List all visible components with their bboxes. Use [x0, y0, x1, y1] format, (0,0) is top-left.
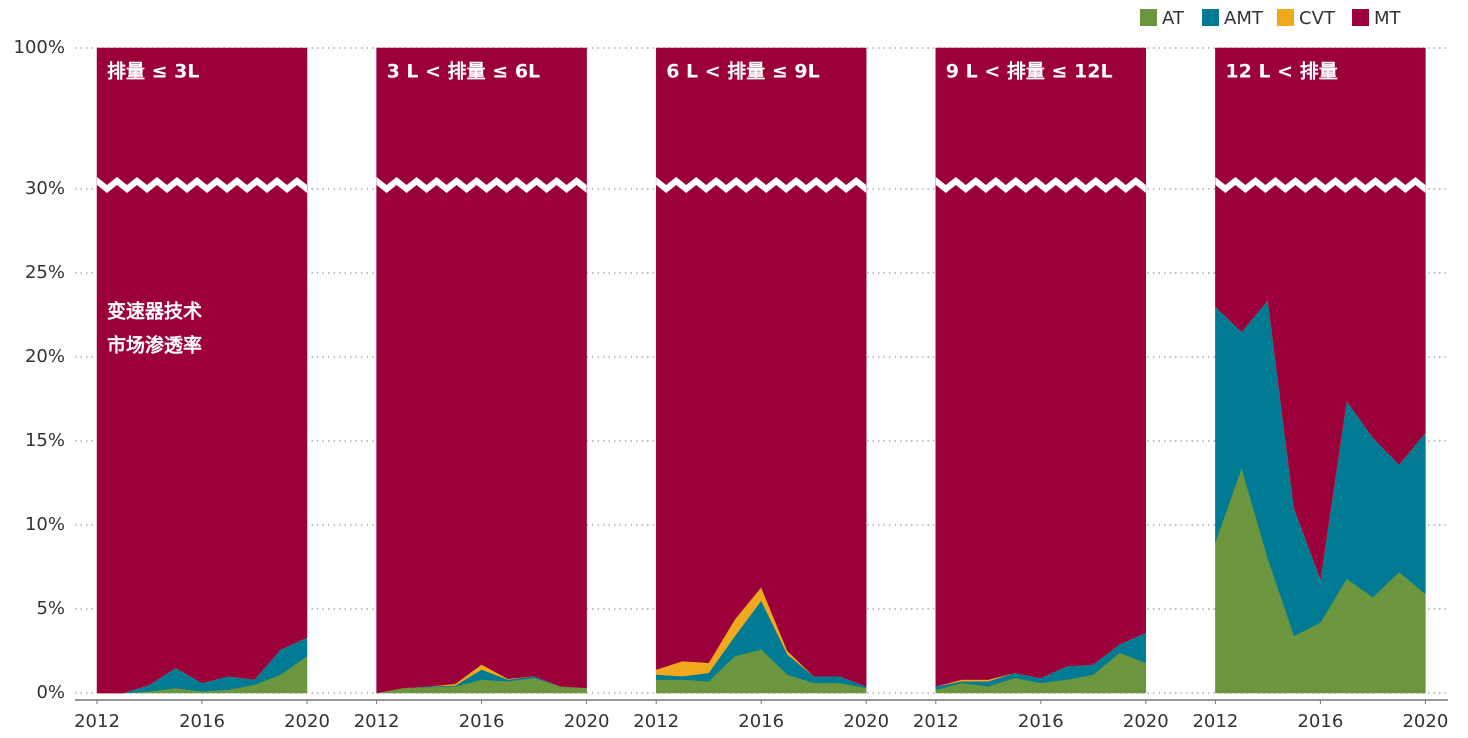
- x-tick-label: 2012: [1192, 711, 1238, 732]
- legend-swatch: [1352, 9, 1369, 26]
- x-tick-label: 2016: [459, 711, 505, 732]
- axis-break: [935, 177, 1146, 193]
- panel-title: 6 L < 排量 ≤ 9L: [666, 60, 820, 83]
- area: [376, 47, 587, 694]
- legend-swatch: [1202, 9, 1219, 26]
- area: [96, 47, 308, 694]
- area: [655, 47, 867, 687]
- area: [935, 47, 1147, 687]
- x-tick-label: 2012: [913, 711, 959, 732]
- x-tick-label: 2020: [1402, 711, 1448, 732]
- axis-break: [97, 177, 307, 193]
- y-tick-label: 30%: [25, 178, 65, 199]
- y-tick-label: 15%: [25, 430, 65, 451]
- panel-title: 排量 ≤ 3L: [107, 60, 199, 83]
- x-tick-label: 2020: [1123, 711, 1169, 732]
- legend-label: MT: [1374, 8, 1402, 29]
- legend-label: CVT: [1299, 8, 1336, 29]
- y-tick-label: 100%: [14, 37, 65, 58]
- x-tick-label: 2016: [179, 711, 225, 732]
- x-tick-label: 2020: [284, 711, 330, 732]
- x-tick-label: 2020: [843, 711, 889, 732]
- x-tick-label: 2020: [564, 711, 610, 732]
- annotation: 变速器技术: [107, 300, 202, 323]
- x-tick-label: 2012: [354, 711, 400, 732]
- axis-break: [1215, 177, 1426, 193]
- x-tick-label: 2016: [1018, 711, 1064, 732]
- y-tick-label: 5%: [36, 598, 65, 619]
- y-tick-label: 25%: [25, 262, 65, 283]
- x-tick-label: 2012: [74, 711, 120, 732]
- x-tick-label: 2016: [1297, 711, 1343, 732]
- legend-swatch: [1140, 9, 1157, 26]
- panel-title: 12 L < 排量: [1225, 60, 1337, 83]
- legend-swatch: [1277, 9, 1294, 26]
- x-tick-label: 2012: [633, 711, 679, 732]
- y-tick-label: 20%: [25, 346, 65, 367]
- y-tick-label: 0%: [36, 682, 65, 703]
- x-tick-label: 2016: [738, 711, 784, 732]
- y-tick-label: 10%: [25, 514, 65, 535]
- panel-title: 9 L < 排量 ≤ 12L: [946, 60, 1113, 83]
- axis-break: [656, 177, 867, 193]
- legend-label: AT: [1162, 8, 1185, 29]
- legend-label: AMT: [1224, 8, 1264, 29]
- axis-break: [376, 177, 587, 193]
- panel-title: 3 L < 排量 ≤ 6L: [387, 60, 541, 83]
- annotation: 市场渗透率: [107, 334, 202, 357]
